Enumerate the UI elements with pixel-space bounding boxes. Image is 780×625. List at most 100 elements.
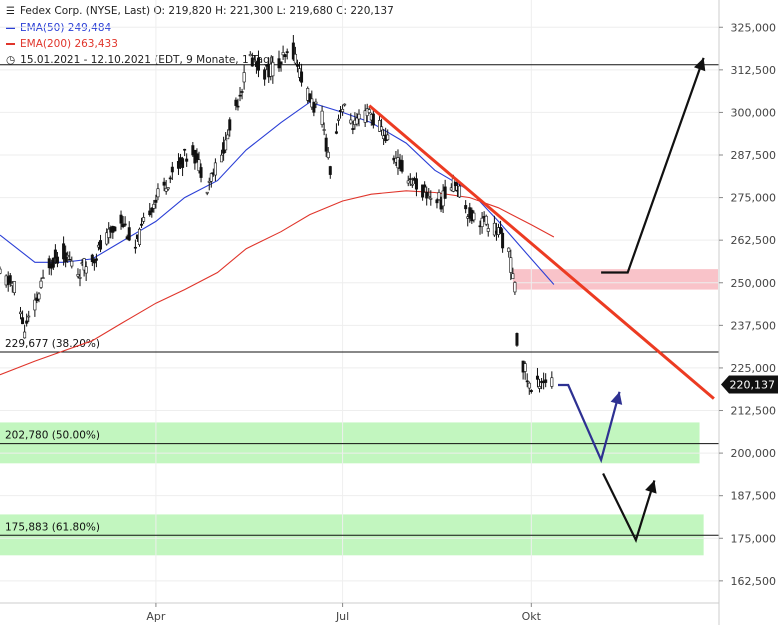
candle-body	[250, 57, 254, 67]
y-tick-label-13: 325,000	[731, 21, 777, 34]
candle-body	[51, 257, 55, 268]
y-tick-label-9: 275,000	[731, 192, 777, 205]
candle-body	[371, 113, 375, 126]
candle-body	[162, 181, 166, 186]
candle-body	[252, 59, 256, 61]
candle-body	[355, 117, 359, 125]
candle-body	[423, 184, 427, 188]
candle-body	[263, 69, 267, 80]
candle-body	[224, 139, 228, 151]
candle-body	[238, 94, 242, 97]
candle-body	[515, 333, 519, 346]
candle-body	[324, 137, 328, 152]
candle-body	[113, 226, 117, 232]
candle-body	[78, 277, 82, 279]
period-text: 15.01.2021 - 12.10.2021 (EDT, 9 Monate, …	[20, 54, 274, 66]
candle-body	[480, 217, 484, 227]
y-tick-label-1: 175,000	[731, 532, 777, 545]
title-text: Fedex Corp. (NYSE, Last) O: 219,820 H: 2…	[19, 5, 394, 17]
y-tick-label-3: 200,000	[731, 447, 777, 460]
candle-body	[166, 187, 170, 190]
candle-body	[84, 266, 88, 274]
candle-body	[207, 180, 211, 183]
candle-body	[240, 91, 244, 93]
candle-body	[279, 61, 283, 65]
chart-icon: ☰	[6, 5, 15, 17]
candle-body	[425, 192, 429, 199]
candle-body	[544, 379, 548, 383]
candle-body	[523, 363, 527, 372]
last-price-label: 220,137	[730, 378, 776, 391]
candle-body	[300, 71, 304, 83]
candle-body	[142, 217, 146, 222]
candle-body	[150, 207, 154, 213]
candle-body	[484, 215, 488, 225]
candle-body	[90, 254, 94, 262]
candle-body	[386, 134, 390, 141]
candle-body	[220, 154, 224, 163]
candle-body	[0, 268, 2, 274]
candle-body	[39, 280, 43, 288]
candle-body	[154, 199, 158, 203]
candle-body	[293, 53, 297, 64]
ema50-text: EMA(50) 249,484	[20, 22, 112, 34]
candle-body	[343, 103, 347, 106]
y-tick-label-0: 162,500	[731, 575, 777, 588]
candle-body	[472, 212, 476, 221]
candle-body	[25, 320, 29, 324]
candle-body	[234, 99, 238, 106]
y-tick-label-5: 225,000	[731, 362, 777, 375]
candle-body	[47, 258, 51, 269]
candle-body	[226, 134, 230, 140]
y-tick-label-7: 250,000	[731, 277, 777, 290]
candle-body	[351, 128, 355, 130]
arrowhead-icon-2	[693, 57, 706, 72]
x-tick-label-2: Okt	[522, 610, 542, 623]
candle-body	[285, 51, 289, 54]
candle-body	[21, 317, 25, 325]
x-tick-label-0: Apr	[146, 610, 166, 623]
candle-body	[336, 118, 340, 121]
candle-body	[486, 228, 490, 232]
candle-body	[12, 281, 16, 293]
candle-body	[236, 105, 240, 108]
candle-body	[205, 191, 209, 194]
candle-body	[19, 311, 23, 315]
clock-icon: ◷	[6, 54, 16, 66]
candle-body	[94, 258, 98, 261]
scenario-path-2	[601, 57, 705, 274]
candle-body	[8, 275, 12, 284]
ema200-text: EMA(200) 263,433	[20, 38, 118, 50]
candle-body	[281, 52, 285, 56]
candle-body	[511, 273, 515, 280]
candle-body	[156, 188, 160, 198]
candle-body	[35, 297, 39, 302]
ema50-swatch-icon	[6, 27, 15, 29]
candle-body	[458, 185, 462, 198]
candle-body	[283, 54, 287, 57]
candle-body	[181, 158, 185, 168]
resistance-zone-0	[512, 269, 718, 290]
candle-body	[170, 166, 174, 173]
y-tick-label-6: 237,500	[731, 319, 777, 332]
candle-body	[197, 159, 201, 172]
candle-body	[168, 177, 172, 180]
candle-body	[380, 126, 384, 131]
candle-body	[492, 222, 496, 236]
candle-body	[148, 210, 152, 216]
y-tick-label-8: 262,500	[731, 234, 777, 247]
candle-body	[367, 109, 371, 113]
candle-body	[322, 129, 326, 131]
ema200-swatch-icon	[6, 43, 15, 45]
candle-body	[509, 257, 513, 273]
candle-body	[185, 158, 189, 162]
candle-body	[429, 197, 433, 200]
candle-body	[443, 186, 447, 199]
candle-body	[209, 173, 213, 182]
y-tick-label-11: 300,000	[731, 106, 777, 119]
candle-body	[320, 110, 324, 125]
candle-body	[140, 223, 144, 226]
candle-body	[529, 390, 533, 392]
candle-body	[328, 166, 332, 175]
candle-body	[199, 167, 203, 178]
